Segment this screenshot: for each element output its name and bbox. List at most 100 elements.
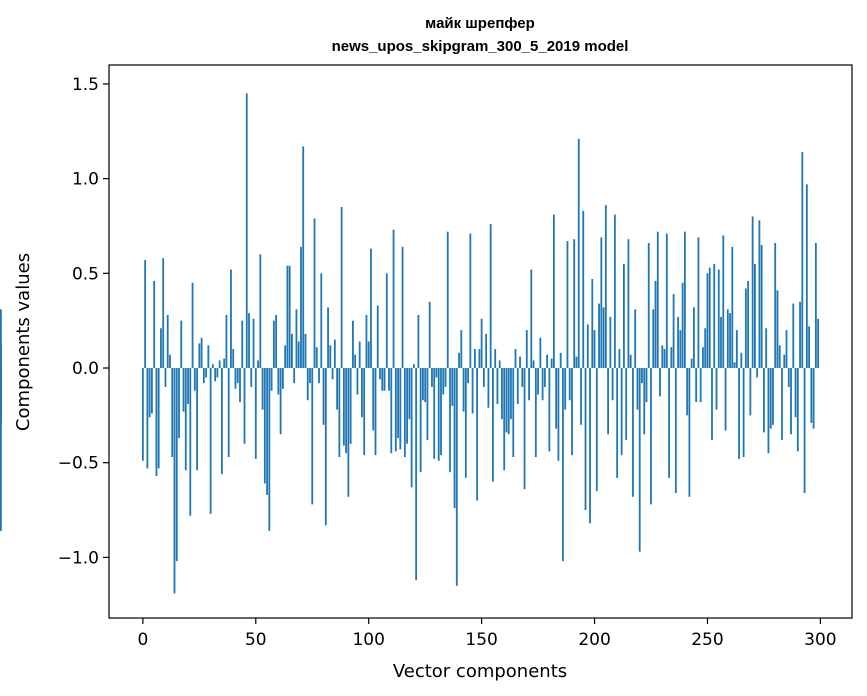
bar (313, 218, 316, 369)
bar (311, 368, 314, 505)
bar (412, 364, 415, 369)
bar (598, 303, 600, 369)
bar (342, 368, 345, 446)
bar (207, 345, 210, 369)
bar (223, 358, 226, 369)
y-axis-label: Components values (13, 253, 34, 431)
bar (731, 246, 734, 369)
bar (202, 368, 205, 384)
bar (444, 368, 447, 387)
bar (663, 349, 666, 369)
bar (785, 330, 788, 369)
bar (568, 368, 571, 401)
bar (169, 354, 171, 369)
bar (593, 330, 596, 369)
bar (656, 231, 659, 369)
bar (532, 360, 535, 369)
bar (153, 280, 156, 369)
bar (358, 341, 361, 369)
bar (196, 368, 198, 471)
bar (232, 349, 235, 369)
bar (720, 316, 722, 369)
bar (539, 337, 542, 369)
bar (763, 368, 765, 433)
bar (252, 318, 255, 369)
bar (760, 244, 763, 369)
bar (591, 279, 594, 369)
bar (711, 368, 713, 440)
bar (187, 368, 189, 404)
bar (733, 362, 736, 369)
bar (257, 360, 259, 369)
bar (408, 368, 411, 420)
bar (740, 352, 743, 369)
bar (715, 368, 718, 410)
bar (600, 237, 603, 369)
bar (331, 368, 334, 380)
bar (487, 368, 490, 408)
bar (498, 360, 501, 369)
bar (801, 152, 804, 369)
bar (602, 307, 605, 369)
bar (503, 368, 506, 471)
bar (634, 309, 637, 369)
bar (288, 265, 291, 369)
bar (171, 368, 174, 458)
bar (564, 368, 567, 410)
bar (636, 368, 639, 410)
bar (455, 368, 458, 586)
bar (304, 333, 307, 369)
bar (399, 368, 402, 450)
bar (155, 368, 158, 476)
bar (214, 368, 217, 382)
bar (726, 309, 729, 369)
bar (453, 368, 456, 509)
bar (245, 93, 248, 369)
bar (571, 368, 573, 456)
bar (363, 368, 366, 456)
bar (422, 368, 424, 401)
bar (0, 309, 2, 369)
bar (485, 333, 488, 369)
bar (489, 224, 492, 369)
bar (638, 368, 641, 552)
bar (618, 349, 621, 369)
bar (654, 280, 657, 369)
bar (302, 146, 305, 369)
bar (383, 368, 386, 391)
bar (397, 368, 399, 439)
bar (227, 368, 230, 458)
bar (774, 243, 777, 369)
bar (670, 347, 673, 369)
bar (467, 368, 469, 384)
bar (415, 368, 418, 581)
bar (279, 368, 282, 435)
bar (406, 368, 409, 444)
bar (162, 258, 165, 369)
bar (433, 368, 436, 459)
y-tick-label: −1.0 (58, 548, 99, 568)
bar (263, 368, 266, 484)
bar (699, 368, 702, 403)
bar (428, 301, 431, 369)
bar (744, 288, 747, 369)
bar (464, 368, 467, 478)
bar (293, 368, 296, 384)
bar (173, 368, 176, 594)
bar (476, 368, 479, 501)
bar (286, 265, 289, 369)
bar (510, 368, 512, 420)
bar (735, 330, 738, 369)
bar (772, 368, 774, 425)
bar (516, 368, 519, 404)
bar (166, 314, 169, 369)
bar (620, 368, 623, 456)
bar (440, 368, 442, 456)
bar (381, 368, 384, 391)
bar (792, 303, 795, 369)
bar (141, 368, 144, 461)
bar (695, 368, 698, 403)
bar (501, 368, 503, 420)
bar (309, 368, 311, 384)
bar (756, 368, 759, 378)
